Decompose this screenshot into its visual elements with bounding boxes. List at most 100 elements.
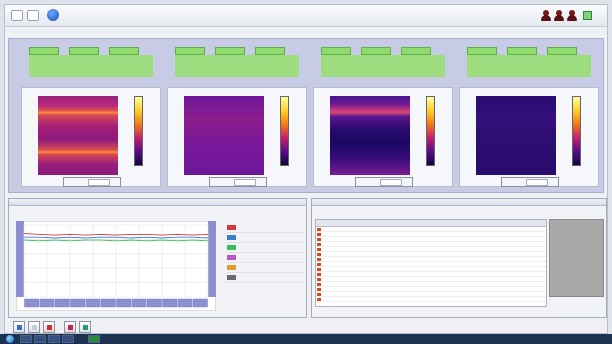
- panel-tab[interactable]: [69, 47, 99, 55]
- display-mode-select[interactable]: [209, 177, 267, 187]
- table-row[interactable]: [316, 277, 546, 282]
- table-row[interactable]: [316, 257, 546, 262]
- display-mode-value[interactable]: [234, 179, 256, 186]
- legend-item[interactable]: [226, 243, 304, 253]
- display-mode-value[interactable]: [526, 179, 548, 186]
- panel-tab[interactable]: [467, 47, 497, 55]
- table-cell: [316, 277, 330, 281]
- taskbar-app[interactable]: [48, 335, 60, 343]
- panel-tab[interactable]: [401, 47, 431, 55]
- taskbar-app[interactable]: [62, 335, 74, 343]
- panel-tab[interactable]: [29, 47, 59, 55]
- alarm-icon: [317, 227, 321, 231]
- table-cell: [500, 247, 518, 251]
- time-axis-cell: [39, 298, 55, 308]
- document-icon[interactable]: [28, 321, 40, 333]
- help-icon[interactable]: [47, 9, 59, 21]
- thermal-panel-3: [313, 47, 453, 192]
- alert-icon[interactable]: [43, 321, 55, 333]
- table-cell: [330, 267, 380, 271]
- taskbar-app[interactable]: [20, 335, 32, 343]
- table-cell: [429, 282, 465, 286]
- column-header[interactable]: [330, 220, 380, 226]
- table-cell: [316, 242, 330, 246]
- back-icon[interactable]: [11, 10, 23, 21]
- start-icon[interactable]: [6, 335, 14, 343]
- table-row[interactable]: [316, 282, 546, 287]
- table-row[interactable]: [316, 262, 546, 267]
- table-row[interactable]: [316, 232, 546, 237]
- table-cell: [401, 247, 429, 251]
- panel-tab[interactable]: [361, 47, 391, 55]
- alarm-icon: [317, 267, 321, 271]
- legend-item[interactable]: [226, 233, 304, 243]
- table-row[interactable]: [316, 297, 546, 302]
- user-icon[interactable]: [567, 10, 577, 21]
- network-icon[interactable]: [583, 11, 592, 20]
- legend-item[interactable]: [226, 223, 304, 233]
- table-row[interactable]: [316, 247, 546, 252]
- table-cell: [379, 257, 401, 261]
- event-toolbar[interactable]: [314, 208, 414, 216]
- panel-tab[interactable]: [255, 47, 285, 55]
- camera-icon[interactable]: [13, 321, 25, 333]
- taskbar-app[interactable]: [88, 335, 100, 343]
- display-mode-select[interactable]: [355, 177, 413, 187]
- display-mode-select[interactable]: [63, 177, 121, 187]
- table-cell: [500, 262, 518, 266]
- table-cell: [429, 252, 465, 256]
- thermal-viewer: [167, 87, 307, 187]
- record-icon[interactable]: [64, 321, 76, 333]
- thermal-image[interactable]: [476, 96, 556, 175]
- table-row[interactable]: [316, 252, 546, 257]
- thermal-image[interactable]: [330, 96, 410, 175]
- column-header[interactable]: [518, 220, 546, 226]
- forward-icon[interactable]: [27, 10, 39, 21]
- column-header[interactable]: [316, 220, 330, 226]
- chart-icon[interactable]: [79, 321, 91, 333]
- table-row[interactable]: [316, 242, 546, 247]
- display-mode-value[interactable]: [88, 179, 110, 186]
- column-header[interactable]: [379, 220, 401, 226]
- table-cell: [401, 272, 429, 276]
- panel-tab[interactable]: [507, 47, 537, 55]
- time-axis-cell: [162, 298, 178, 308]
- table-row[interactable]: [316, 237, 546, 242]
- column-header[interactable]: [401, 220, 429, 226]
- display-mode-select[interactable]: [501, 177, 559, 187]
- series-line-3: [23, 239, 209, 242]
- table-cell: [316, 247, 330, 251]
- display-mode-value[interactable]: [380, 179, 402, 186]
- table-cell: [465, 247, 501, 251]
- legend-item[interactable]: [226, 263, 304, 273]
- thermal-image[interactable]: [184, 96, 264, 175]
- table-cell: [401, 267, 429, 271]
- panel-tab[interactable]: [109, 47, 139, 55]
- thermal-image[interactable]: [38, 96, 118, 175]
- table-row[interactable]: [316, 287, 546, 292]
- table-cell: [429, 227, 465, 231]
- trend-chart[interactable]: [16, 221, 216, 311]
- user-icon[interactable]: [541, 10, 551, 21]
- column-header[interactable]: [500, 220, 518, 226]
- table-cell: [316, 272, 330, 276]
- panel-tab[interactable]: [175, 47, 205, 55]
- table-row[interactable]: [316, 267, 546, 272]
- panel-tabbar: [321, 55, 445, 77]
- panel-tab[interactable]: [215, 47, 245, 55]
- panel-tab[interactable]: [547, 47, 577, 55]
- panel-tab[interactable]: [321, 47, 351, 55]
- table-cell: [330, 262, 380, 266]
- table-cell: [518, 277, 546, 281]
- thermal-viewer: [21, 87, 161, 187]
- column-header[interactable]: [429, 220, 465, 226]
- column-header[interactable]: [465, 220, 501, 226]
- table-row[interactable]: [316, 292, 546, 297]
- user-icon[interactable]: [554, 10, 564, 21]
- legend-item[interactable]: [226, 253, 304, 263]
- taskbar-app[interactable]: [34, 335, 46, 343]
- table-row[interactable]: [316, 272, 546, 277]
- table-row[interactable]: [316, 227, 546, 232]
- legend-item[interactable]: [226, 273, 304, 283]
- table-cell: [465, 272, 501, 276]
